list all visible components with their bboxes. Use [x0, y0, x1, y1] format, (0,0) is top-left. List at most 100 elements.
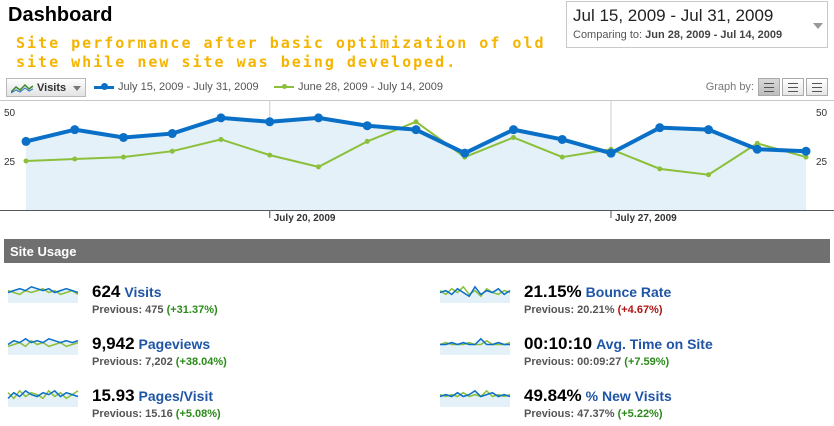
- sparkline-primary-line: [440, 337, 510, 346]
- legend-compare: June 28, 2009 - July 14, 2009: [274, 81, 443, 93]
- primary-series-point: [801, 146, 811, 156]
- compare-series-point: [169, 148, 175, 154]
- previous-value: Previous: 20.21%: [524, 304, 618, 316]
- metric-value: 49.84%: [524, 386, 582, 405]
- usage-item-new-visits: 49.84%% New Visits Previous: 47.37% (+5.2…: [438, 386, 834, 426]
- comparing-range-value: Jun 28, 2009 - Jul 14, 2009: [645, 29, 783, 41]
- previous-period-row: Previous: 15.16 (+5.08%): [92, 408, 221, 420]
- legend-compare-swatch: [274, 82, 294, 92]
- primary-series-point: [21, 136, 31, 146]
- legend-primary-label: July 15, 2009 - July 31, 2009: [118, 81, 259, 93]
- legend-primary-swatch: [94, 82, 114, 92]
- metric-value: 21.15%: [524, 282, 582, 301]
- graph-by-month-button[interactable]: [806, 78, 828, 96]
- previous-value: Previous: 475: [92, 304, 167, 316]
- compare-series-point: [316, 164, 321, 170]
- metric-link-new-visits[interactable]: % New Visits: [585, 388, 672, 404]
- primary-series-point: [557, 134, 567, 144]
- previous-period-row: Previous: 20.21% (+4.67%): [524, 304, 663, 316]
- metric-value: 624: [92, 282, 121, 301]
- compare-series-point: [121, 154, 126, 160]
- compare-series-point: [413, 119, 419, 125]
- metric-value: 00:10:10: [524, 334, 593, 353]
- sparkline-bounce-rate: [439, 285, 511, 303]
- sparkline-compare-line: [439, 389, 511, 398]
- sparkline-compare-line: [439, 285, 511, 298]
- change-percent: (+31.37%): [166, 304, 218, 316]
- visits-chart: July 20, 2009 July 27, 2009 50 50 25 25: [0, 100, 834, 230]
- sparkline-primary-line: [439, 285, 511, 298]
- previous-period-row: Previous: 7,202 (+38.04%): [92, 356, 227, 368]
- usage-item-pageviews: 9,942 Pageviews Previous: 7,202 (+38.04%): [6, 334, 406, 378]
- compare-series-point: [754, 140, 760, 146]
- legend-primary: July 15, 2009 - July 31, 2009: [94, 81, 259, 93]
- compare-series-point: [706, 172, 711, 178]
- previous-period-row: Previous: 47.37% (+5.22%): [524, 408, 663, 420]
- chevron-down-icon: [73, 86, 81, 91]
- usage-metric-row: 15.93 Pages/Visit: [92, 386, 213, 406]
- change-percent: (+5.22%): [617, 408, 663, 420]
- primary-series-point: [314, 113, 323, 123]
- metric-link-visits[interactable]: Visits: [124, 284, 162, 300]
- usage-item-visits: 624 Visits Previous: 475 (+31.37%): [6, 282, 406, 326]
- line-chart-icon: [11, 83, 33, 94]
- y-tick-label-right: 25: [816, 157, 828, 168]
- primary-series-point: [655, 123, 665, 133]
- x-tick-label: July 20, 2009: [274, 213, 336, 224]
- y-tick-label-right: 50: [816, 108, 828, 119]
- primary-series-point: [460, 148, 470, 158]
- primary-series-point: [752, 144, 762, 154]
- chevron-down-icon[interactable]: [813, 23, 823, 29]
- annotation-text: Site performance after basic optimizatio…: [16, 34, 546, 71]
- primary-series-point: [265, 117, 275, 127]
- usage-item-avg-time-on-site: 00:10:10 Avg. Time on Site Previous: 00:09…: [438, 334, 834, 378]
- metric-link-avg-time-on-site[interactable]: Avg. Time on Site: [596, 336, 713, 352]
- metric-link-pageviews[interactable]: Pageviews: [138, 336, 211, 352]
- primary-series-point: [704, 125, 713, 135]
- page-title: Dashboard: [8, 4, 113, 26]
- metric-link-pages-visit[interactable]: Pages/Visit: [138, 388, 213, 404]
- primary-series-point: [509, 125, 518, 135]
- usage-metric-row: 00:10:10 Avg. Time on Site: [524, 334, 713, 354]
- sparkline-primary-line: [439, 389, 511, 398]
- sparkline-new-visits: [439, 389, 511, 407]
- compare-series-point: [559, 154, 565, 160]
- metric-link-bounce-rate[interactable]: Bounce Rate: [585, 284, 672, 300]
- graph-by-day-button[interactable]: [758, 78, 780, 96]
- x-tick-label: July 27, 2009: [615, 213, 677, 224]
- change-percent: (+4.67%): [617, 304, 663, 316]
- usage-item-pages-visit: 15.93 Pages/Visit Previous: 15.16 (+5.08%): [6, 386, 406, 426]
- sparkline-compare-line: [7, 287, 79, 296]
- change-percent: (+7.59%): [624, 356, 670, 368]
- visits-line-chart: July 20, 2009 July 27, 2009 50 50 25 25: [0, 100, 834, 224]
- previous-value: Previous: 7,202: [92, 356, 176, 368]
- previous-period-row: Previous: 00:09:27 (+7.59%): [524, 356, 669, 368]
- primary-series-point: [167, 129, 177, 139]
- sparkline-primary-line: [7, 337, 79, 346]
- primary-series-point: [411, 125, 421, 135]
- sparkline-primary-line: [7, 285, 79, 294]
- previous-value: Previous: 00:09:27: [524, 356, 625, 368]
- y-tick-label-left: 50: [4, 108, 16, 119]
- compare-series-point: [218, 136, 224, 142]
- primary-series-point: [606, 148, 616, 158]
- date-range-value: Jul 15, 2009 - Jul 31, 2009: [573, 6, 774, 25]
- compare-series-point: [23, 158, 29, 164]
- date-range-picker[interactable]: Jul 15, 2009 - Jul 31, 2009 Comparing to…: [566, 1, 828, 48]
- usage-metric-row: 9,942 Pageviews: [92, 334, 210, 354]
- compare-series-point: [72, 156, 78, 162]
- previous-value: Previous: 15.16: [92, 408, 176, 420]
- metric-label: Visits: [37, 82, 67, 94]
- metric-selector[interactable]: Visits: [6, 78, 86, 97]
- metric-value: 9,942: [92, 334, 135, 353]
- graph-by-week-button[interactable]: [782, 78, 804, 96]
- section-header-site-usage: Site Usage: [4, 239, 830, 263]
- change-percent: (+5.08%): [175, 408, 221, 420]
- sparkline-compare-line: [7, 389, 79, 400]
- usage-metric-row: 21.15% Bounce Rate: [524, 282, 671, 302]
- usage-item-bounce-rate: 21.15% Bounce Rate Previous: 20.21% (+4.67…: [438, 282, 834, 326]
- usage-metric-row: 624 Visits: [92, 282, 161, 302]
- primary-series-point: [216, 113, 226, 123]
- y-tick-label-left: 25: [4, 157, 16, 168]
- sparkline-area: [440, 338, 510, 355]
